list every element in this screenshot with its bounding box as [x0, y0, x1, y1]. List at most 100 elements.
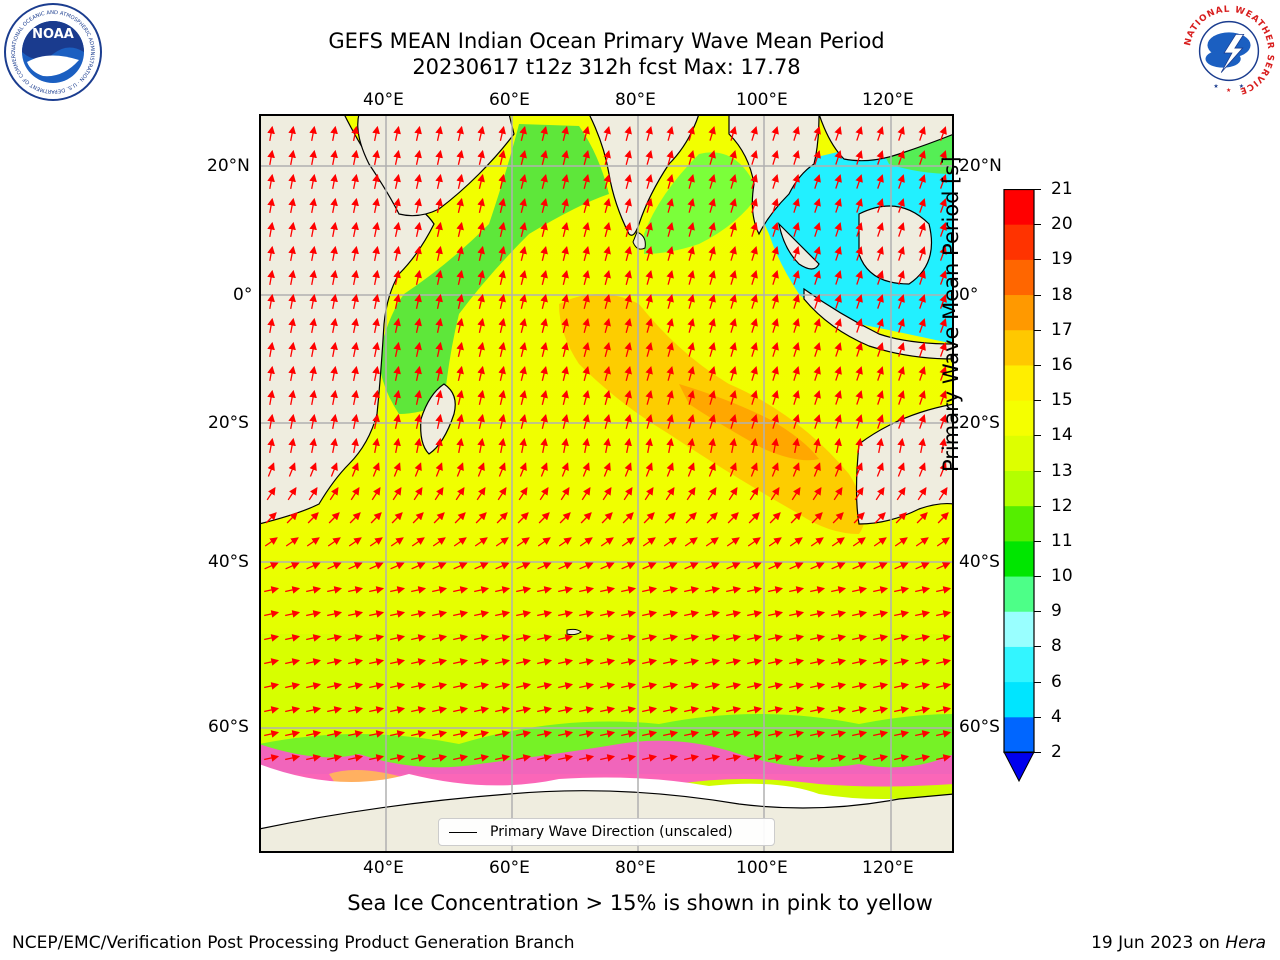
wave-arrow [873, 706, 889, 714]
wave-arrow [498, 413, 506, 429]
wave-arrow [645, 198, 653, 213]
wave-arrow [330, 125, 338, 142]
wave-arrow [351, 437, 359, 454]
wave-arrow [624, 365, 632, 381]
wave-arrow [855, 462, 863, 477]
wave-arrow [519, 269, 527, 285]
wave-arrow [579, 537, 593, 547]
wave-arrow [666, 437, 674, 454]
wave-arrow [622, 512, 634, 524]
wave-arrow [897, 270, 905, 285]
wave-arrow [309, 245, 317, 262]
wave-arrow [792, 462, 800, 477]
wave-arrow [288, 341, 296, 358]
wave-arrow [603, 245, 611, 261]
wave-arrow [834, 198, 842, 213]
wave-arrow [369, 634, 385, 642]
wave-arrow [412, 512, 424, 524]
wave-arrow [348, 706, 364, 714]
wave-arrow [414, 173, 422, 189]
colorbar-label: Primary Wave Mean Period [s] [939, 156, 964, 472]
wave-arrow [894, 754, 910, 762]
wave-arrow [306, 610, 322, 618]
wave-arrow [726, 754, 742, 762]
wave-arrow [351, 269, 359, 286]
wave-arrow [309, 293, 317, 310]
wave-arrow [813, 246, 821, 261]
wave-arrow [477, 293, 485, 309]
wave-arrow [267, 413, 275, 430]
wave-arrow [666, 318, 674, 333]
wave-arrow [561, 221, 569, 237]
wave-arrow [411, 537, 425, 547]
wave-arrow [435, 413, 443, 429]
wave-arrow [687, 462, 695, 477]
map-frame [259, 114, 954, 853]
wave-arrow [434, 487, 444, 501]
wave-arrow [582, 341, 590, 357]
wave-arrow [474, 706, 490, 714]
wave-arrow [582, 221, 590, 237]
wave-arrow [558, 586, 574, 594]
wave-arrow [309, 125, 317, 142]
arabia-landmass [357, 114, 515, 217]
wave-arrow [351, 389, 359, 406]
wave-arrow [519, 173, 527, 189]
wave-arrow [519, 149, 527, 165]
wave-arrow [582, 245, 590, 261]
wave-arrow [498, 293, 506, 309]
wave-arrow [264, 730, 280, 738]
lat-tick-left-60s: 60°S [208, 717, 249, 737]
wave-arrow [750, 246, 758, 261]
wave-arrow [789, 610, 805, 618]
wave-arrow [936, 610, 952, 618]
map-legend: Primary Wave Direction (unscaled) [438, 818, 775, 846]
wave-arrow [285, 730, 301, 738]
wave-arrow [642, 730, 658, 738]
wave-arrow [414, 437, 422, 454]
wave-arrow [308, 487, 318, 501]
wave-direction-arrows [264, 125, 952, 762]
wave-arrow [813, 437, 821, 454]
wave-arrow [624, 317, 632, 333]
legend-line-swatch [449, 832, 477, 833]
wave-arrow [768, 586, 784, 594]
wave-arrow [624, 245, 632, 261]
wave-arrow [560, 487, 570, 501]
wave-arrow [327, 537, 341, 547]
wave-arrow [603, 293, 611, 309]
wave-arrow [267, 125, 275, 142]
wave-arrow [327, 754, 343, 762]
wave-arrow [348, 634, 364, 642]
wave-arrow [750, 198, 758, 213]
wave-arrow [414, 293, 422, 309]
wave-arrow [939, 390, 947, 405]
wave-arrow [789, 682, 805, 690]
wave-arrow [918, 246, 926, 261]
wave-arrow [582, 413, 590, 429]
lat-tick-left-20s: 20°S [208, 413, 249, 433]
wave-arrow [644, 487, 654, 501]
colorbar-cell [1004, 576, 1034, 612]
wave-arrow [579, 682, 595, 690]
wave-arrow [327, 610, 343, 618]
wave-arrow [750, 270, 758, 285]
wave-arrow [372, 462, 380, 477]
wave-arrow [873, 586, 889, 594]
wave-arrow [852, 754, 868, 762]
wave-arrow [852, 682, 868, 690]
wave-arrow [288, 462, 296, 477]
colorbar-cell [1004, 681, 1034, 718]
colorbar-cell [1004, 716, 1034, 753]
colorbar-tick-mark [1034, 435, 1041, 437]
wave-arrow [561, 365, 569, 381]
wave-arrow [411, 634, 427, 642]
wave-arrow [517, 512, 529, 524]
wave-arrow [852, 537, 866, 547]
wave-arrow [561, 462, 569, 477]
wave-arrow [477, 269, 485, 285]
colorbar-tick-mark [1034, 752, 1041, 753]
wave-arrow [411, 610, 427, 618]
wave-arrow [477, 389, 485, 405]
colorbar-tick-mark [1034, 294, 1041, 296]
